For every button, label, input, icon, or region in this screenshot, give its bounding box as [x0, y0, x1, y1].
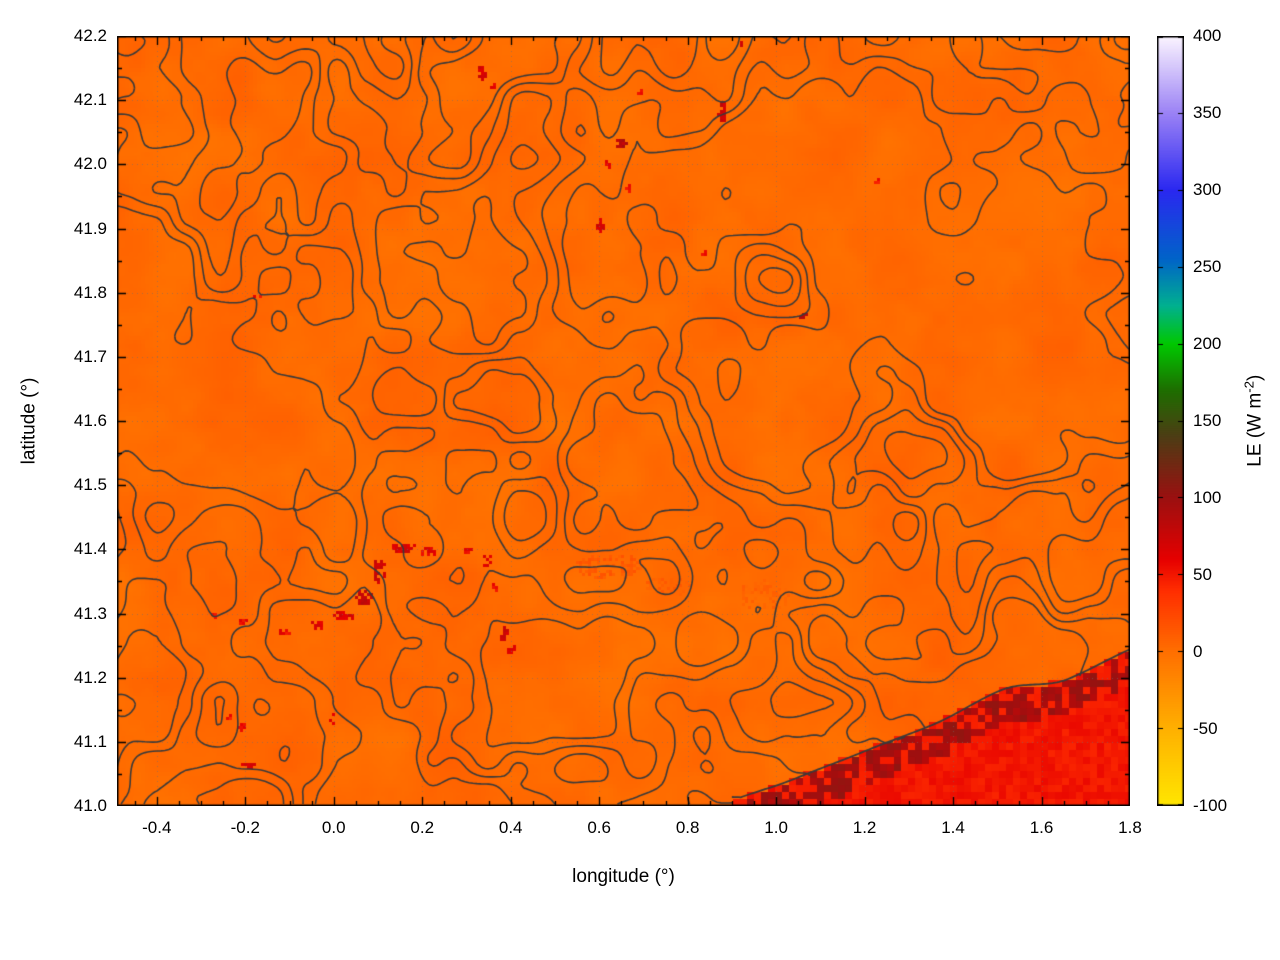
y-tick-label: 41.7: [73, 346, 107, 366]
colorbar-tick-label: 350: [1193, 103, 1222, 122]
y-tick-label: 41.2: [73, 667, 107, 687]
colorbar-tick-label: 250: [1193, 257, 1222, 276]
y-tick-label: 41.1: [73, 731, 107, 751]
colorbar-tick-label: 0: [1193, 642, 1203, 661]
colorbar-tick-label: 400: [1193, 26, 1222, 45]
y-tick-label: 41.4: [73, 539, 107, 559]
x-tick-label: 1.8: [1118, 818, 1142, 837]
x-tick-label: 1.4: [941, 818, 965, 837]
y-tick-label: 42.2: [73, 26, 107, 45]
x-tick-label: 0.8: [675, 818, 700, 837]
colorbar-tick-label: 100: [1193, 488, 1222, 507]
x-axis-label-text: longitude (°): [572, 866, 675, 887]
y-tick-label: 41.3: [73, 603, 107, 623]
heatmap-canvas: [117, 36, 1130, 806]
x-tick-label: 0.6: [587, 818, 611, 837]
x-tick-label: 1.6: [1029, 818, 1054, 837]
colorbar-tick-label: 50: [1193, 565, 1212, 584]
y-tick-label: 41.0: [73, 796, 107, 815]
x-tick-label: -0.4: [142, 818, 172, 837]
y-tick-label: 41.8: [73, 282, 107, 302]
x-axis-label: longitude (°): [117, 866, 1130, 888]
y-tick-label: 41.5: [73, 475, 107, 495]
colorbar-tick-label: 300: [1193, 180, 1222, 199]
x-tick-label: -0.2: [230, 818, 260, 837]
y-tick-label: 42.0: [73, 154, 107, 174]
colorbar-label-sup: -2: [1241, 381, 1257, 394]
x-tick-label: 0.2: [410, 818, 435, 837]
colorbar-tick-label: 150: [1193, 411, 1222, 430]
y-tick-label: 41.9: [73, 218, 107, 238]
colorbar-tick-label: -100: [1193, 796, 1228, 815]
y-tick-label: 42.1: [73, 90, 107, 110]
colorbar-tick-label: 200: [1193, 334, 1222, 353]
x-tick-label: 1.2: [852, 818, 877, 837]
x-tick-label: 0.4: [498, 818, 523, 837]
colorbar-canvas: [1157, 36, 1184, 806]
x-tick-label: 0.0: [321, 818, 346, 837]
colorbar-tick-label: -50: [1193, 719, 1218, 738]
x-tick-label: 1.0: [764, 818, 788, 837]
y-tick-label: 41.6: [73, 411, 107, 430]
